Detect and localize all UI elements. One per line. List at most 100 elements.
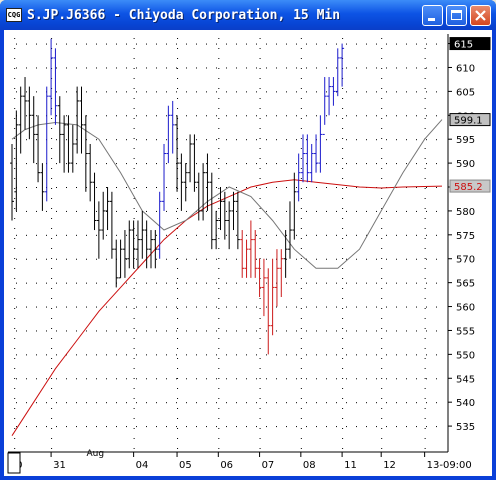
grid-dot bbox=[206, 91, 207, 93]
grid-dot bbox=[342, 368, 344, 369]
grid-dot bbox=[177, 398, 179, 399]
grid-dot bbox=[218, 348, 220, 349]
ohlc-bar bbox=[75, 86, 80, 154]
cqg-app-icon[interactable]: CQG bbox=[6, 8, 22, 22]
grid-dot bbox=[14, 78, 16, 79]
grid-dot bbox=[396, 67, 397, 69]
grid-dot bbox=[116, 115, 117, 117]
grid-dot bbox=[116, 187, 117, 189]
grid-dot bbox=[286, 139, 287, 141]
grid-dot bbox=[133, 328, 135, 329]
grid-dot bbox=[259, 378, 261, 379]
grid-dot bbox=[126, 210, 127, 212]
grid-dot bbox=[306, 163, 307, 165]
grid-dot bbox=[216, 378, 217, 380]
ohlc-bar bbox=[314, 134, 319, 173]
grid-dot bbox=[196, 306, 197, 308]
grid-dot bbox=[296, 210, 297, 212]
grid-dot bbox=[436, 426, 437, 428]
grid-dot bbox=[177, 368, 179, 369]
grid-dot bbox=[76, 354, 77, 356]
ohlc-bar bbox=[266, 268, 271, 355]
grid-dot bbox=[133, 128, 135, 129]
grid-dot bbox=[342, 298, 344, 299]
grid-dot bbox=[177, 258, 179, 259]
grid-dot bbox=[51, 268, 53, 269]
grid-dot bbox=[236, 354, 237, 356]
grid-dot bbox=[218, 58, 220, 59]
grid-dot bbox=[256, 282, 257, 284]
grid-dot bbox=[286, 402, 287, 404]
grid-dot bbox=[186, 91, 187, 93]
grid-dot bbox=[300, 438, 302, 439]
grid-dot bbox=[218, 98, 220, 99]
grid-dot bbox=[259, 388, 261, 389]
price-chart[interactable]: 5355405455505555605655705755805855905956… bbox=[4, 30, 492, 476]
grid-dot bbox=[424, 448, 426, 449]
grid-dot bbox=[126, 402, 127, 404]
grid-dot bbox=[16, 330, 17, 332]
grid-dot bbox=[51, 348, 53, 349]
grid-dot bbox=[136, 402, 137, 404]
grid-dot bbox=[300, 68, 302, 69]
grid-dot bbox=[381, 248, 383, 249]
ohlc-bar bbox=[201, 163, 206, 221]
grid-dot bbox=[300, 268, 302, 269]
grid-dot bbox=[26, 330, 27, 332]
grid-dot bbox=[156, 234, 157, 236]
grid-dot bbox=[56, 282, 57, 284]
grid-dot bbox=[306, 330, 307, 332]
grid-dot bbox=[106, 306, 107, 308]
grid-dot bbox=[176, 330, 177, 332]
grid-dot bbox=[346, 67, 347, 69]
grid-dot bbox=[226, 354, 227, 356]
grid-dot bbox=[177, 338, 179, 339]
grid-dot bbox=[56, 378, 57, 380]
grid-dot bbox=[376, 258, 377, 260]
grid-dot bbox=[342, 188, 344, 189]
grid-dot bbox=[426, 354, 427, 356]
grid-dot bbox=[286, 354, 287, 356]
grid-dot bbox=[206, 426, 207, 428]
grid-dot bbox=[218, 68, 220, 69]
grid-dot bbox=[14, 68, 16, 69]
grid-dot bbox=[51, 398, 53, 399]
close-button[interactable] bbox=[470, 5, 491, 26]
grid-dot bbox=[436, 258, 437, 260]
grid-dot bbox=[342, 198, 344, 199]
grid-dot bbox=[51, 148, 53, 149]
price-tick-label: 610 bbox=[456, 63, 475, 74]
grid-dot bbox=[336, 354, 337, 356]
grid-dot bbox=[326, 402, 327, 404]
grid-dot bbox=[96, 210, 97, 212]
grid-dot bbox=[424, 278, 426, 279]
title-bar[interactable]: CQG S.JP.J6366 - Chiyoda Corporation, 15… bbox=[0, 0, 496, 30]
grid-dot bbox=[96, 67, 97, 69]
grid-dot bbox=[424, 268, 426, 269]
grid-dot bbox=[396, 43, 397, 45]
grid-dot bbox=[176, 402, 177, 404]
grid-dot bbox=[206, 163, 207, 165]
grid-dot bbox=[416, 426, 417, 428]
grid-dot bbox=[196, 187, 197, 189]
maximize-button[interactable] bbox=[446, 5, 467, 26]
grid-dot bbox=[336, 139, 337, 141]
grid-dot bbox=[300, 198, 302, 199]
grid-dot bbox=[16, 306, 17, 308]
grid-dot bbox=[206, 258, 207, 260]
grid-dot bbox=[300, 188, 302, 189]
grid-dot bbox=[300, 58, 302, 59]
grid-dot bbox=[36, 43, 37, 45]
grid-dot bbox=[259, 318, 261, 319]
grid-dot bbox=[342, 288, 344, 289]
grid-dot bbox=[196, 378, 197, 380]
scroll-box[interactable] bbox=[7, 452, 21, 474]
grid-dot bbox=[133, 398, 135, 399]
grid-dot bbox=[436, 210, 437, 212]
grid-dot bbox=[106, 163, 107, 165]
grid-dot bbox=[46, 306, 47, 308]
minimize-button[interactable] bbox=[422, 5, 443, 26]
ohlc-bar bbox=[283, 230, 288, 278]
price-tick-label: 550 bbox=[456, 350, 475, 361]
grid-dot bbox=[424, 298, 426, 299]
